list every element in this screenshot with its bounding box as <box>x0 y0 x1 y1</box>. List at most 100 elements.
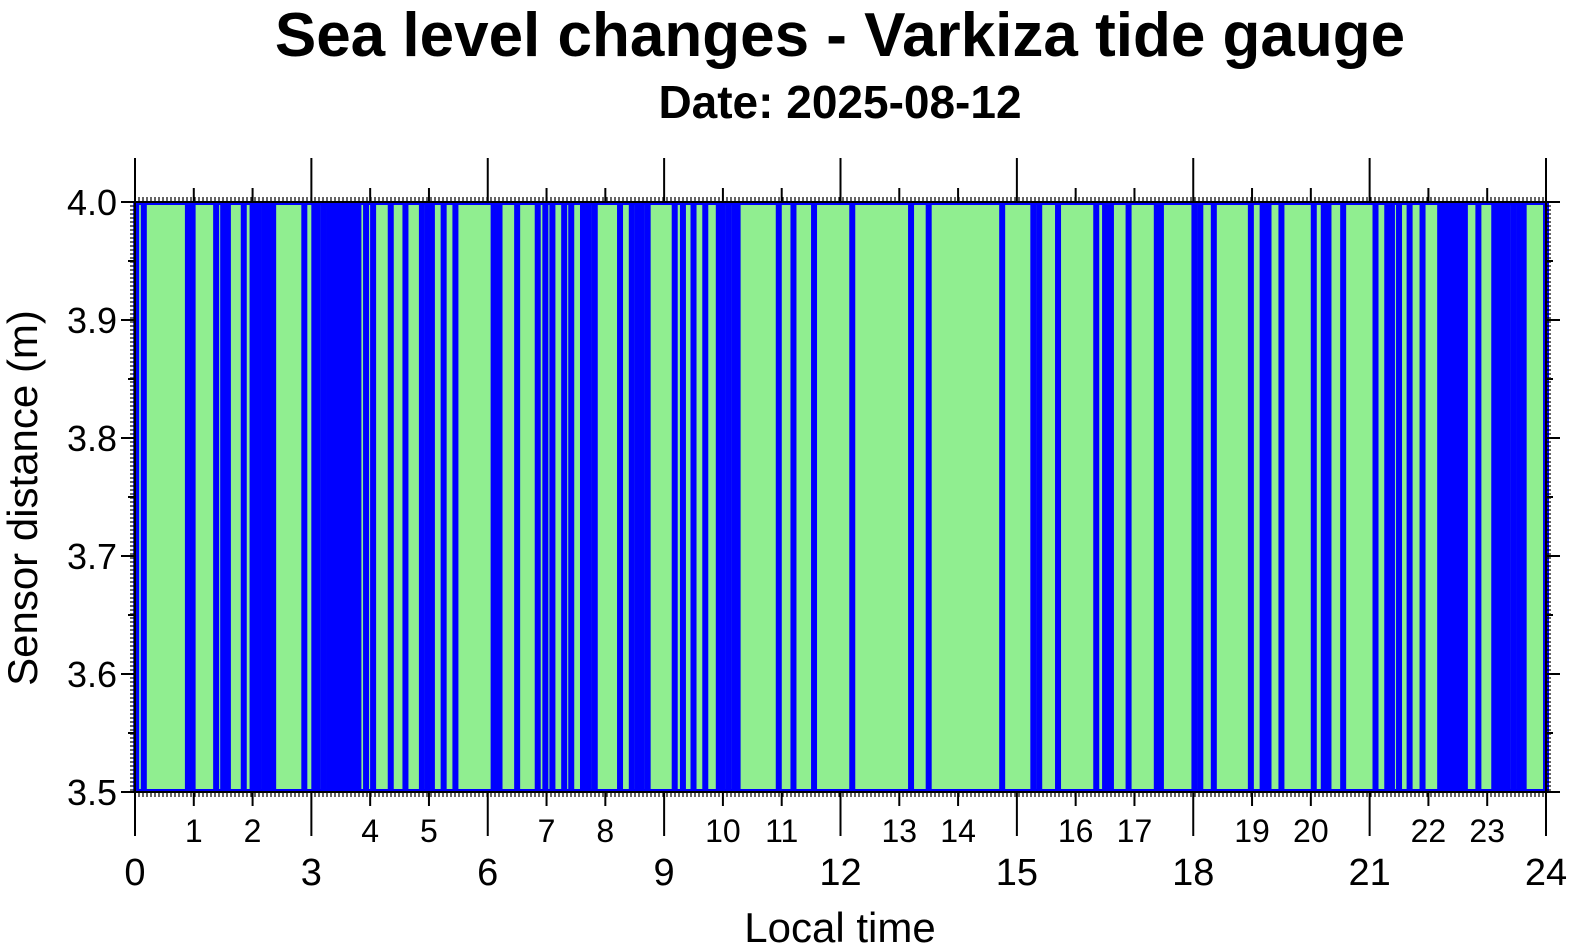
x-major-tick-label: 24 <box>1525 852 1567 894</box>
drop-spike <box>1406 202 1413 792</box>
drop-spike <box>1197 202 1204 792</box>
drop-spike <box>617 202 624 792</box>
drop-spike <box>1157 202 1164 792</box>
x-minor-tick-label: 10 <box>705 813 741 849</box>
x-minor-tick-label: 5 <box>420 813 438 849</box>
x-major-tick-label: 21 <box>1348 852 1390 894</box>
drop-spike <box>1396 202 1403 792</box>
drop-spike <box>355 202 362 792</box>
x-minor-tick-label: 8 <box>596 813 614 849</box>
chart-subtitle: Date: 2025-08-12 <box>658 76 1021 128</box>
y-tick-label: 3.6 <box>67 654 117 695</box>
drop-spike <box>1500 202 1507 792</box>
drop-spike <box>184 202 191 792</box>
drop-spike <box>1510 202 1517 792</box>
drop-spike <box>715 202 722 792</box>
drop-spike <box>249 202 256 792</box>
drop-spike <box>240 202 247 792</box>
drop-spike <box>224 202 231 792</box>
drop-spike <box>220 202 227 792</box>
x-major-tick-label: 6 <box>477 852 498 894</box>
plot-frame <box>134 201 1547 793</box>
drop-spike <box>702 202 709 792</box>
drop-spike <box>585 202 592 792</box>
x-minor-tick-label: 13 <box>881 813 917 849</box>
drop-spike <box>490 202 497 792</box>
drop-spike <box>908 202 915 792</box>
drop-spike <box>549 202 556 792</box>
drop-spike <box>591 202 598 792</box>
drop-spike <box>328 202 335 792</box>
drop-spike <box>725 202 732 792</box>
drop-spike <box>424 202 431 792</box>
drop-spike <box>387 202 394 792</box>
drop-spike <box>1495 202 1502 792</box>
drop-spike <box>496 202 503 792</box>
x-major-tick-label: 0 <box>124 852 145 894</box>
drop-spike <box>925 202 932 792</box>
x-major-tick-label: 12 <box>819 852 861 894</box>
drop-spike <box>1310 202 1317 792</box>
drop-spike <box>1372 202 1379 792</box>
drop-spike <box>568 202 575 792</box>
drop-spike <box>133 202 140 792</box>
drop-spike <box>1325 202 1332 792</box>
drop-spike <box>790 202 797 792</box>
x-minor-tick-label: 2 <box>244 813 262 849</box>
x-minor-tick-label: 1 <box>185 813 203 849</box>
x-minor-tick-label: 23 <box>1469 813 1505 849</box>
x-minor-tick-label: 7 <box>538 813 556 849</box>
drop-spike <box>1153 202 1160 792</box>
drop-spike <box>634 202 641 792</box>
drop-spike <box>1055 202 1062 792</box>
x-minor-tick-label: 16 <box>1058 813 1094 849</box>
x-minor-tick-label: 22 <box>1411 813 1447 849</box>
drop-spike <box>418 202 425 792</box>
drop-spike <box>1384 202 1391 792</box>
drop-spike <box>999 202 1006 792</box>
x-minor-tick-label: 4 <box>361 813 379 849</box>
y-tick-label: 3.7 <box>67 536 117 577</box>
drop-spike <box>719 202 726 792</box>
drop-spike <box>579 202 586 792</box>
drop-spike <box>1191 202 1198 792</box>
drop-spike <box>213 202 220 792</box>
drop-spike <box>314 202 321 792</box>
x-minor-tick-label: 19 <box>1234 813 1270 849</box>
drop-spike <box>1210 202 1217 792</box>
x-major-tick-label: 15 <box>996 852 1038 894</box>
y-tick-label: 3.8 <box>67 418 117 459</box>
drop-spike <box>370 202 377 792</box>
drop-spike <box>1504 202 1511 792</box>
drop-spike <box>255 202 262 792</box>
drop-spike <box>1247 202 1254 792</box>
drop-spike <box>402 202 409 792</box>
drop-spike <box>638 202 645 792</box>
x-major-tick-label: 9 <box>654 852 675 894</box>
drop-spike <box>189 202 196 792</box>
drop-spike <box>428 202 435 792</box>
plot-area <box>133 201 1549 793</box>
drop-spike <box>775 202 782 792</box>
drop-spike <box>1516 202 1523 792</box>
drop-spike <box>452 202 459 792</box>
x-minor-tick-label: 20 <box>1293 813 1329 849</box>
drop-spike <box>1259 202 1266 792</box>
drop-spike <box>671 202 678 792</box>
chart-title: Sea level changes - Varkiza tide gauge <box>275 1 1405 70</box>
x-minor-tick-label: 14 <box>940 813 976 849</box>
drop-spike <box>1036 202 1043 792</box>
y-tick-label: 3.9 <box>67 300 117 341</box>
drop-spike <box>1461 202 1468 792</box>
drop-spike <box>644 202 651 792</box>
drop-spike <box>1388 202 1395 792</box>
x-axis-label: Local time <box>744 904 935 950</box>
drop-spike <box>1265 202 1272 792</box>
drop-spike <box>1457 202 1464 792</box>
y-axis-label: Sensor distance (m) <box>0 310 46 686</box>
axes: 3.53.63.73.83.94.00 3 6 9 12 15 18 21 241 2 4 5 7 8 10… <box>67 158 1567 894</box>
x-minor-tick-label: 11 <box>765 813 798 849</box>
drop-spike <box>1125 202 1132 792</box>
drop-spike <box>363 202 370 792</box>
